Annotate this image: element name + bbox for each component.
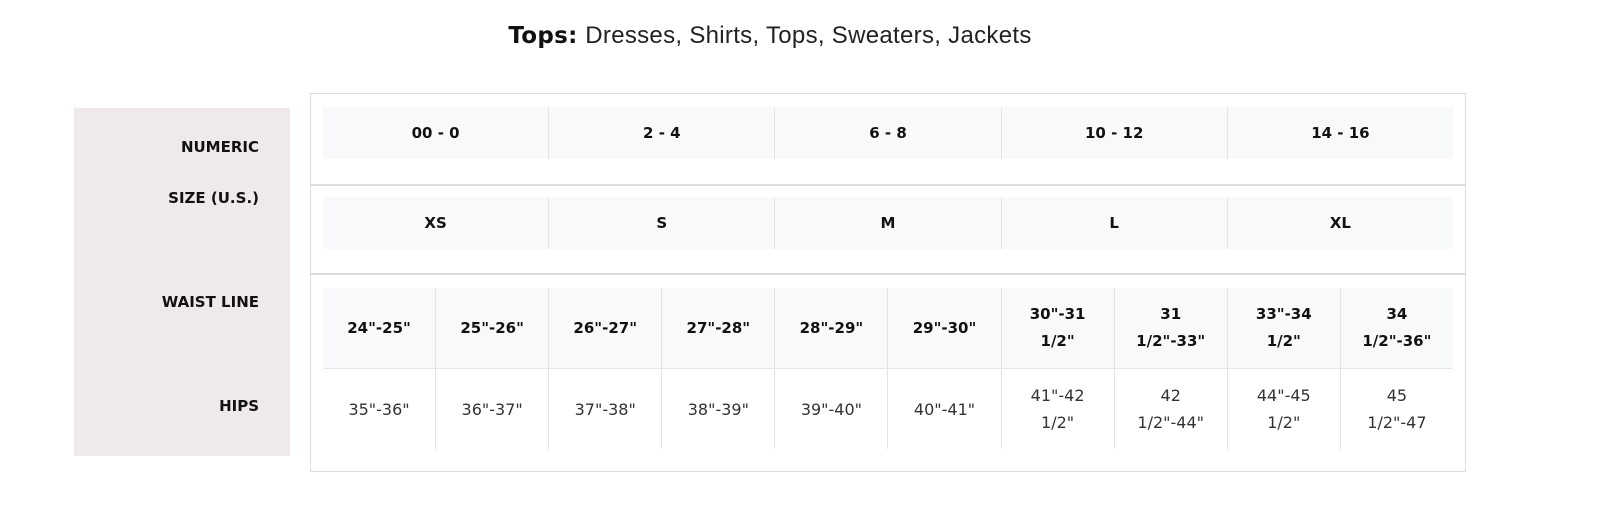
- label-size: SIZE (U.S.): [168, 189, 259, 207]
- waist-cell: 29"-30": [887, 288, 1000, 368]
- waist-cell: 26"-27": [548, 288, 661, 368]
- page-title: Tops: Dresses, Shirts, Tops, Sweaters, J…: [0, 22, 1540, 50]
- waist-cell: 27"-28": [661, 288, 774, 368]
- size-cell: XL: [1226, 197, 1453, 249]
- numeric-cell: 00 - 0: [411, 123, 460, 142]
- hips-cell: 41"-42 1/2": [1000, 369, 1114, 449]
- waist-cell: 33"-34 1/2": [1226, 288, 1340, 368]
- size-row: XS S M L XL: [323, 197, 1453, 249]
- size-cell: L: [1000, 197, 1227, 249]
- hips-cell: 35"-36": [348, 399, 410, 419]
- numeric-cell: 14 - 16: [1226, 107, 1453, 159]
- numeric-row: 00 - 0 2 - 4 6 - 8 10 - 12 14 - 16: [323, 107, 1453, 159]
- divider: [311, 184, 1465, 186]
- hips-cell: 40"-41": [887, 369, 1000, 449]
- waist-cell: 34 1/2"-36": [1339, 288, 1453, 368]
- label-numeric: NUMERIC: [180, 138, 259, 156]
- waist-cell: 31 1/2"-33": [1113, 288, 1227, 368]
- numeric-cell: 2 - 4: [548, 107, 774, 159]
- hips-row: 35"-36" 36"-37" 37"-38" 38"-39" 39"-40" 40"-4…: [323, 368, 1453, 449]
- numeric-cell: 6 - 8: [774, 107, 1000, 159]
- label-waist: WAIST LINE: [161, 293, 259, 311]
- hips-cell: 39"-40": [774, 369, 887, 449]
- hips-cell: 44"-45 1/2": [1226, 369, 1340, 449]
- hips-cell: 42 1/2"-44": [1113, 369, 1227, 449]
- waist-cell: 24"-25": [347, 318, 411, 337]
- hips-cell: 45 1/2"-47: [1339, 369, 1453, 449]
- size-cell: M: [774, 197, 1000, 249]
- hips-cell: 38"-39": [661, 369, 774, 449]
- waist-cell: 30"-31 1/2": [1000, 288, 1114, 368]
- hips-cell: 37"-38": [548, 369, 661, 449]
- size-cell: XS: [424, 213, 447, 232]
- numeric-cell: 10 - 12: [1000, 107, 1227, 159]
- waist-cell: 28"-29": [774, 288, 887, 368]
- waist-row: 24"-25" 25"-26" 26"-27" 27"-28" 28"-29" 29"-3…: [323, 288, 1453, 368]
- size-cell: S: [548, 197, 774, 249]
- size-chart-table: 00 - 0 2 - 4 6 - 8 10 - 12 14 - 16 XS S …: [310, 93, 1466, 472]
- divider: [311, 273, 1465, 275]
- hips-cell: 36"-37": [435, 369, 548, 449]
- label-hips: HIPS: [219, 397, 259, 415]
- waist-cell: 25"-26": [435, 288, 548, 368]
- title-category: Tops:: [508, 23, 578, 49]
- title-items: Dresses, Shirts, Tops, Sweaters, Jackets: [585, 22, 1032, 49]
- row-labels-panel: NUMERIC SIZE (U.S.) WAIST LINE HIPS: [74, 108, 290, 456]
